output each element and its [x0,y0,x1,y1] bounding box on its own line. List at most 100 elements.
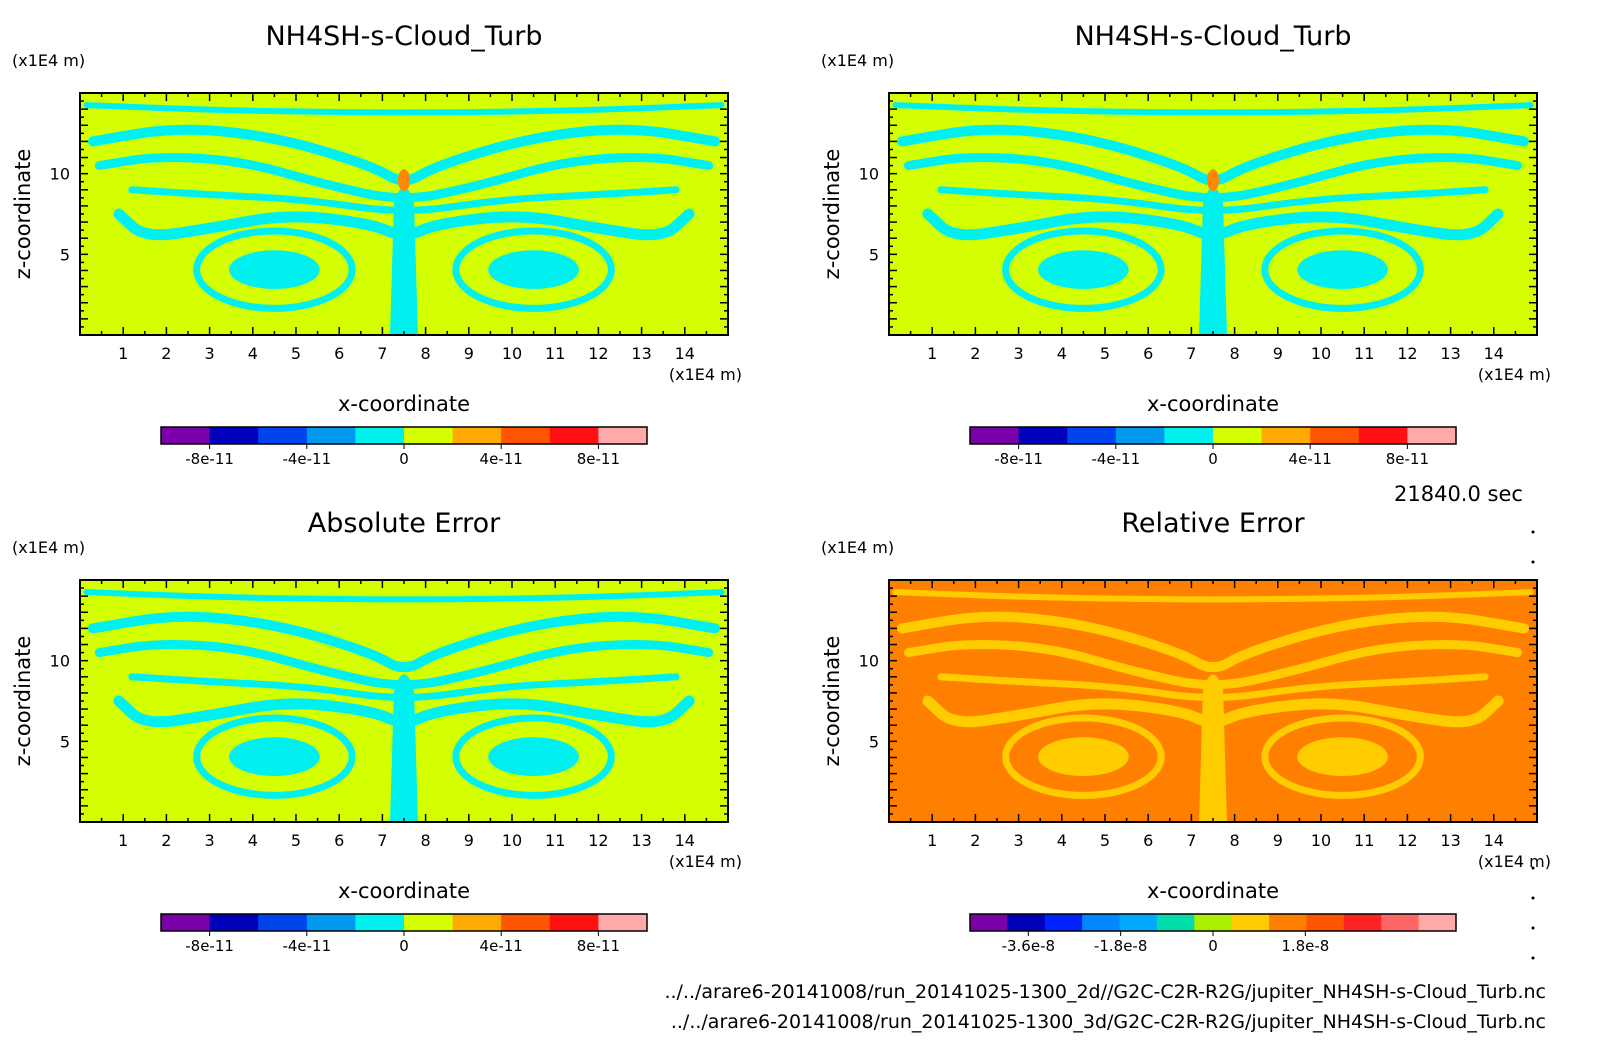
timestamp-label: 21840.0 sec [1394,482,1523,506]
pattern-vortex [488,737,579,777]
pattern-band [896,611,1530,673]
x-tick-label: 12 [1397,344,1417,363]
pattern-band [892,102,1534,116]
colorbar: -8e-11 -4e-11 0 4e-11 8e-11 [969,426,1457,468]
y-tick-label: 10 [50,652,70,671]
x-tick-label: 7 [377,344,387,363]
y-tick-label: 5 [60,245,70,264]
colorbar-swatch [1044,914,1083,931]
x-tick-label: 7 [1186,344,1196,363]
x-tick-label: 1 [927,344,937,363]
chart-panel-3: Absolute Error(x1E4 m)1 2 3 4 5 6 7 8 9 10 11 12 13 1… [11,508,742,955]
pattern-band [903,153,1523,203]
x-tick-label: 14 [675,344,695,363]
x-tick-label: 6 [1143,831,1153,850]
colorbar-swatch [598,914,648,931]
x-unit-label: (x1E4 m) [669,852,742,871]
x-tick-label: 3 [1014,344,1024,363]
x-tick-label: 3 [205,831,215,850]
pattern-vortex [1297,737,1388,777]
y-unit-label: (x1E4 m) [821,51,894,70]
colorbar-tick-label: -8e-11 [185,937,234,955]
x-tick-label: 5 [291,344,301,363]
colorbar-tick-label: -8e-11 [185,450,234,468]
margin-dot [1531,926,1535,930]
y-axis-label: z-coordinate [11,636,35,767]
x-tick-label: 9 [1273,831,1283,850]
pattern-band [892,589,1534,603]
x-tick-label: 6 [334,831,344,850]
colorbar-tick-label: 1.8e-8 [1281,937,1329,955]
colorbar-tick-label: 4e-11 [1289,450,1332,468]
colorbar-tick-label: 8e-11 [577,937,620,955]
colorbar-swatch [306,914,356,931]
colorbar-tick-label: 4e-11 [480,450,523,468]
colorbar-swatch [1156,914,1195,931]
colorbar-swatch [1213,427,1263,444]
pattern-band [113,695,695,728]
pattern-band [83,102,725,116]
colorbar-swatch [404,427,454,444]
x-tick-label: 6 [334,344,344,363]
colorbar-swatch [1358,427,1408,444]
x-tick-label: 11 [545,344,565,363]
colorbar-swatch [161,914,211,931]
x-tick-label: 14 [1484,831,1504,850]
x-tick-label: 5 [291,831,301,850]
x-tick-label: 10 [502,344,522,363]
colorbar-tick-label: 0 [399,937,409,955]
colorbar-swatch [1115,427,1165,444]
x-tick-label: 14 [675,831,695,850]
footer-path-2d: ../../arare6-20141008/run_20141025-1300_… [664,981,1546,1003]
x-tick-label: 6 [1143,344,1153,363]
pattern-band [922,695,1504,728]
panel-title: NH4SH-s-Cloud_Turb [265,21,542,52]
field-pattern [892,589,1534,822]
x-axis-label: x-coordinate [1147,879,1279,903]
x-tick-label: 11 [1354,344,1374,363]
field-plot [80,580,728,822]
colorbar-tick-label: -3.6e-8 [1002,937,1055,955]
pattern-band [87,124,721,186]
pattern-band [937,673,1489,701]
x-tick-label: 1 [927,831,937,850]
colorbar-swatch [1310,427,1360,444]
footer-path-3d: ../../arare6-20141008/run_20141025-1300_… [670,1011,1546,1033]
pattern-vortex [229,737,320,777]
x-tick-label: 8 [421,344,431,363]
margin-dot [1531,560,1535,564]
colorbar-swatch [1269,914,1307,931]
x-axis-label: x-coordinate [1147,392,1279,416]
x-axis-ticks [888,579,1538,823]
pattern-band [922,208,1504,241]
pattern-band [94,153,714,203]
colorbar-swatch [404,914,454,931]
x-tick-label: 13 [631,344,651,363]
colorbar: -8e-11 -4e-11 0 4e-11 8e-11 [160,426,648,468]
colorbar-swatch [1119,914,1158,931]
pattern-vortex-ring [1261,227,1424,312]
x-unit-label: (x1E4 m) [669,365,742,384]
x-tick-label: 11 [1354,831,1374,850]
x-tick-label: 7 [1186,831,1196,850]
pattern-vortex-ring [193,227,356,312]
x-tick-label: 8 [1230,831,1240,850]
x-tick-label: 11 [545,831,565,850]
x-tick-label: 2 [970,831,980,850]
x-tick-label: 13 [1440,831,1460,850]
colorbar-swatch [355,427,405,444]
colorbar-swatch [1007,914,1046,931]
x-unit-label: (x1E4 m) [1478,852,1551,871]
pattern-vortex-ring [1002,227,1165,312]
panel-title: Absolute Error [308,508,501,539]
colorbar-swatch [1194,914,1233,931]
x-tick-label: 2 [161,344,171,363]
colorbar-swatch [1306,914,1345,931]
field-pattern [892,102,1534,335]
margin-dot [1531,530,1535,534]
pattern-vortex [1038,250,1129,290]
x-tick-label: 7 [377,831,387,850]
colorbar-swatch [1418,914,1457,931]
x-tick-label: 1 [118,344,128,363]
